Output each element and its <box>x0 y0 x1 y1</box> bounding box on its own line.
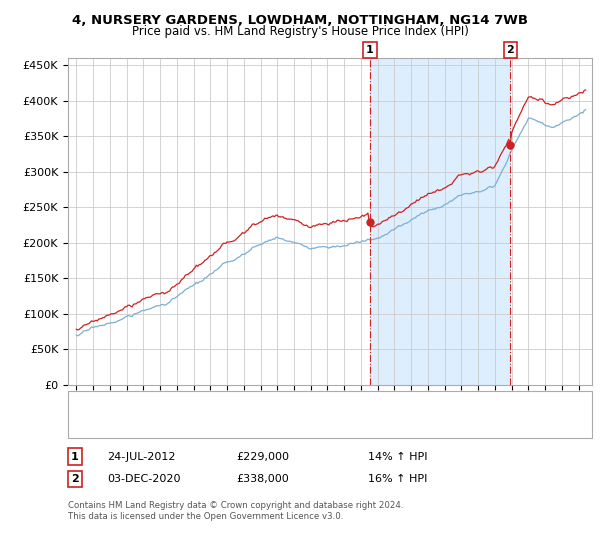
Text: 16% ↑ HPI: 16% ↑ HPI <box>368 474 427 484</box>
Text: 1: 1 <box>71 452 79 461</box>
Text: £338,000: £338,000 <box>236 474 289 484</box>
Text: HPI: Average price, detached house, Newark and Sherwood: HPI: Average price, detached house, Newa… <box>119 420 416 430</box>
Text: 2: 2 <box>71 474 79 484</box>
Text: Contains HM Land Registry data © Crown copyright and database right 2024.
This d: Contains HM Land Registry data © Crown c… <box>68 502 404 521</box>
Bar <box>370 58 511 385</box>
Text: 2: 2 <box>506 45 514 55</box>
Text: 24-JUL-2012: 24-JUL-2012 <box>107 452 176 461</box>
Text: £229,000: £229,000 <box>236 452 289 461</box>
Text: 14% ↑ HPI: 14% ↑ HPI <box>368 452 427 461</box>
Text: 1: 1 <box>366 45 374 55</box>
Text: 4, NURSERY GARDENS, LOWDHAM, NOTTINGHAM, NG14 7WB: 4, NURSERY GARDENS, LOWDHAM, NOTTINGHAM,… <box>72 14 528 27</box>
Text: 4, NURSERY GARDENS, LOWDHAM, NOTTINGHAM, NG14 7WB (detached house): 4, NURSERY GARDENS, LOWDHAM, NOTTINGHAM,… <box>119 401 516 411</box>
Text: Price paid vs. HM Land Registry's House Price Index (HPI): Price paid vs. HM Land Registry's House … <box>131 25 469 38</box>
Text: 03-DEC-2020: 03-DEC-2020 <box>107 474 181 484</box>
